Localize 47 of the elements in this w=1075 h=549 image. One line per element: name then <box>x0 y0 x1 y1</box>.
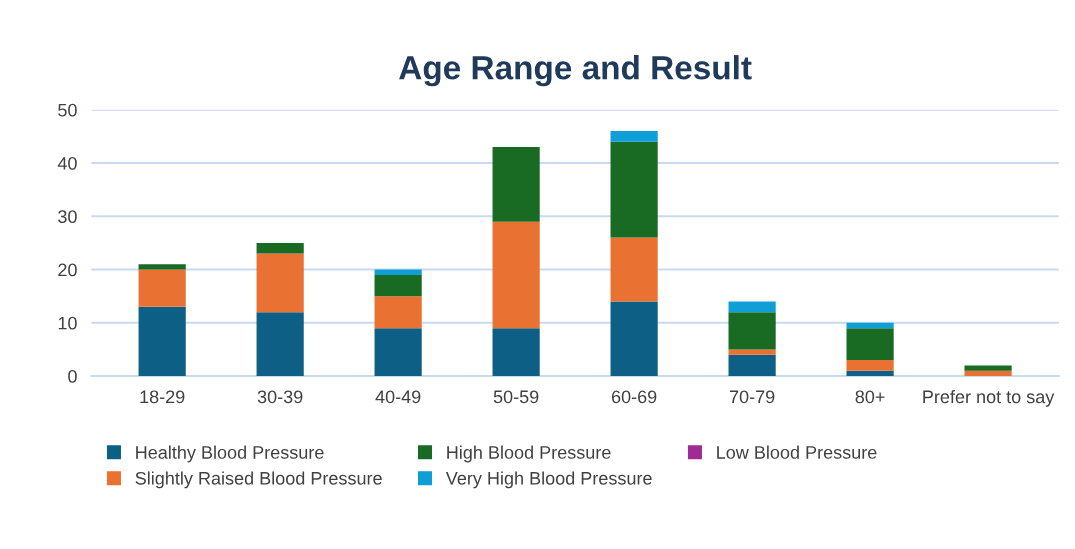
bar <box>610 131 658 142</box>
bar <box>846 370 894 377</box>
y-tick-label: 0 <box>68 370 77 383</box>
x-tick-label: 50-59 <box>493 390 539 404</box>
bar <box>256 242 304 254</box>
x-tick-label: Prefer not to say <box>923 389 1055 407</box>
bar <box>728 301 776 313</box>
bar <box>374 296 422 329</box>
x-tick-label: 30-39 <box>257 390 303 404</box>
legend-label: Low Blood Pressure <box>717 445 877 459</box>
y-tick-label: 30 <box>58 210 77 224</box>
x-tick-label: 40-49 <box>375 390 421 404</box>
bar <box>374 328 422 377</box>
bar <box>846 328 894 361</box>
bar <box>728 349 776 355</box>
bar <box>610 301 658 377</box>
legend-label: High Blood Pressure <box>447 445 611 463</box>
bar <box>492 221 540 329</box>
y-tick-label: 50 <box>58 103 77 117</box>
bar <box>846 360 894 371</box>
x-tick-label: 80+ <box>855 390 885 404</box>
bar <box>256 253 304 313</box>
bar <box>492 328 540 377</box>
y-tick-label: 20 <box>58 263 77 277</box>
bar <box>964 370 1012 377</box>
y-tick-label: 10 <box>58 316 77 330</box>
legend-label: Healthy Blood Pressure <box>136 445 324 463</box>
bar <box>138 269 186 307</box>
legend-label: Slightly Raised Blood Pressure <box>135 471 382 489</box>
bar <box>374 274 422 297</box>
bar <box>728 354 776 377</box>
bar <box>374 269 422 275</box>
x-tick-label: 70-79 <box>729 390 775 404</box>
bar <box>610 237 658 302</box>
chart-title: Age Range and Result <box>399 55 752 87</box>
bar <box>846 322 894 329</box>
legend-label: Very High Blood Pressure <box>445 471 652 489</box>
x-tick-label: 60-69 <box>611 390 657 404</box>
bar <box>610 141 658 238</box>
bar <box>138 306 186 377</box>
bar <box>964 365 1012 371</box>
y-tick-label: 40 <box>57 156 77 170</box>
bar <box>256 312 304 377</box>
bar <box>138 264 186 270</box>
bar <box>492 147 540 222</box>
bar <box>728 312 776 350</box>
x-tick-label: 18-29 <box>140 390 185 404</box>
